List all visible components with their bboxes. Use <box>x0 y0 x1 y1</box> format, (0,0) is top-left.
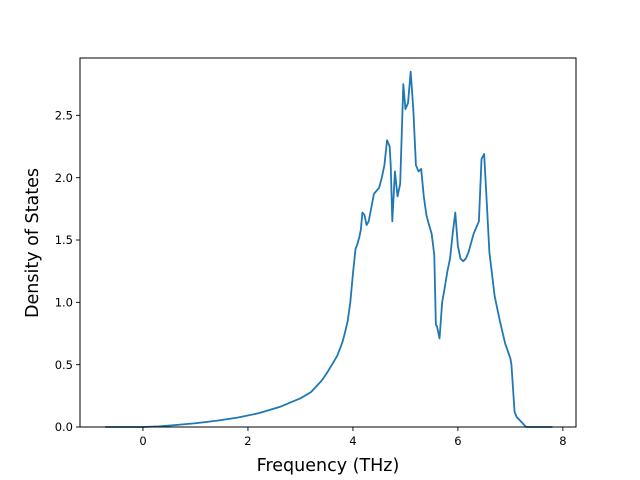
series-line-0 <box>105 70 553 428</box>
y-tick-label: 2.5 <box>55 109 73 123</box>
y-tick-label: 2.0 <box>55 171 73 185</box>
x-axis-label: Frequency (THz) <box>257 456 400 476</box>
y-tick-label: 0.5 <box>55 358 73 372</box>
axes-frame <box>79 57 577 428</box>
y-tick-label: 1.0 <box>55 296 73 310</box>
x-tick-label: 2 <box>244 434 251 448</box>
y-tick-label: 1.5 <box>55 233 73 247</box>
x-tick-label: 4 <box>349 434 356 448</box>
y-tick-label: 0.0 <box>55 420 73 434</box>
x-tick-label: 6 <box>454 434 461 448</box>
plot-area <box>105 70 553 428</box>
x-tick-label: 8 <box>559 434 566 448</box>
x-tick-label: 0 <box>139 434 146 448</box>
y-axis-label: Density of States <box>23 168 43 318</box>
axes: 0 2 4 6 8 0.0 0.5 1.0 1.5 2.0 2.5 <box>55 57 577 448</box>
